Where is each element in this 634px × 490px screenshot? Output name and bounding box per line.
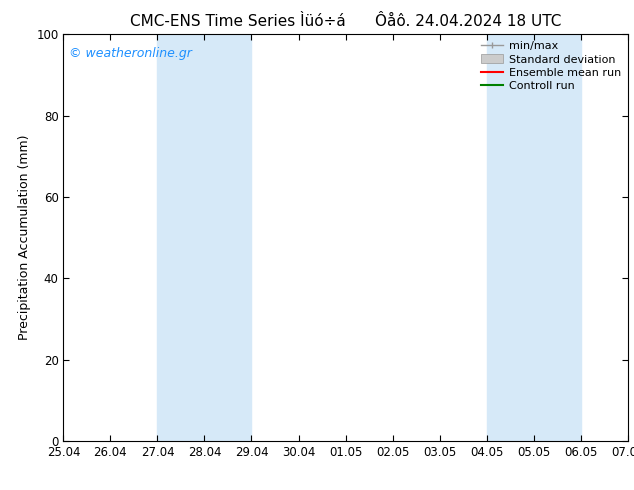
Y-axis label: Precipitation Accumulation (mm): Precipitation Accumulation (mm) (18, 135, 30, 341)
Bar (157, 34, 252, 441)
Title: CMC-ENS Time Series Ìüó÷á      Ôåô. 24.04.2024 18 UTC: CMC-ENS Time Series Ìüó÷á Ôåô. 24.04.202… (130, 14, 561, 29)
Legend: min/max, Standard deviation, Ensemble mean run, Controll run: min/max, Standard deviation, Ensemble me… (477, 37, 625, 96)
Text: © weatheronline.gr: © weatheronline.gr (69, 47, 192, 59)
Bar (486, 34, 581, 441)
